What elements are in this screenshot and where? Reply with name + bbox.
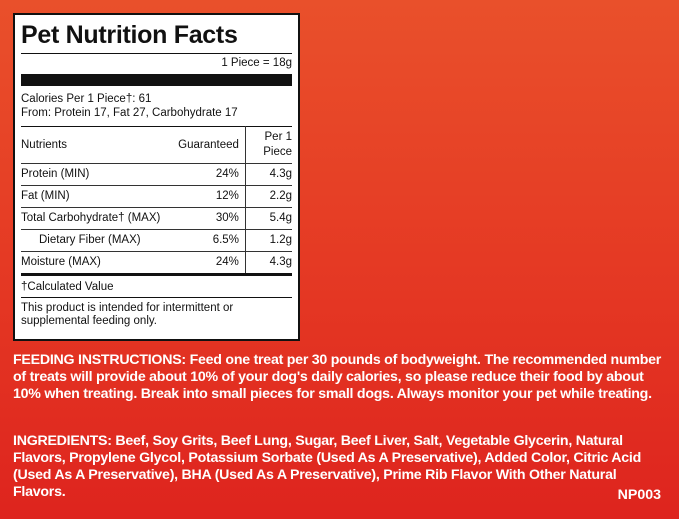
calories: Calories Per 1 Piece†: 61 [21, 93, 152, 105]
table-row: Nutrients Guaranteed Per 1 Piece [21, 126, 292, 164]
feeding: FEEDING INSTRUCTIONS: Feed one treat per… [13, 352, 665, 403]
table-row: Total Carbohydrate† (MAX) 30% 5.4g [21, 207, 292, 230]
product-code: NP003 [617, 487, 661, 503]
ingredients-text: Beef, Soy Grits, Beef Lung, Sugar, Beef … [13, 433, 642, 500]
table-cell: 4.3g [245, 163, 292, 186]
feeding-label: FEEDING INSTRUCTIONS: [13, 352, 186, 368]
note: This product is intended for intermitten… [21, 302, 234, 327]
table-cell: Dietary Fiber (MAX) [21, 229, 179, 252]
table-cell: 5.4g [245, 207, 292, 230]
title: Pet Nutrition Facts [21, 21, 238, 49]
table-cell: 24% [178, 163, 246, 186]
table-cell: Guaranteed [178, 126, 246, 164]
feeding-text: Feed one treat per 30 pounds of bodyweig… [13, 352, 662, 402]
calories-from: From: Protein 17, Fat 27, Carbohydrate 1… [21, 107, 238, 119]
table-row: Fat (MIN) 12% 2.2g [21, 185, 292, 208]
table-row: Dietary Fiber (MAX) 6.5% 1.2g [21, 229, 292, 252]
ingredients-label: INGREDIENTS: [13, 433, 112, 449]
table-body: Nutrients Guaranteed Per 1 Piece Protein (M… [21, 126, 292, 276]
footnote: †Calculated Value [21, 276, 292, 298]
table-cell: 2.2g [245, 185, 292, 208]
table-cell: Moisture (MAX) [21, 251, 179, 276]
table-cell: Protein (MIN) [21, 163, 179, 186]
table-cell: 30% [178, 207, 246, 230]
table-cell: Fat (MIN) [21, 185, 179, 208]
serving: 1 Piece = 18g [21, 53, 292, 69]
table-row: Protein (MIN) 24% 4.3g [21, 163, 292, 186]
table-cell: 12% [178, 185, 246, 208]
ingredients: INGREDIENTS: Beef, Soy Grits, Beef Lung,… [13, 433, 665, 501]
table-row: Moisture (MAX) 24% 4.3g [21, 251, 292, 276]
table-cell: Total Carbohydrate† (MAX) [21, 207, 179, 230]
nutrient-table: Nutrients Guaranteed Per 1 Piece Protein (M… [21, 126, 292, 276]
table-cell: 24% [178, 251, 246, 276]
table-cell: Per 1 Piece [245, 126, 292, 164]
nutrition-box: Pet Nutrition Facts 1 Piece = 18g Calori… [13, 13, 300, 341]
divider-bar [21, 74, 292, 86]
table-cell: 6.5% [178, 229, 246, 252]
table-cell: Nutrients [21, 126, 179, 164]
table-cell: 4.3g [245, 251, 292, 276]
table-cell: 1.2g [245, 229, 292, 252]
